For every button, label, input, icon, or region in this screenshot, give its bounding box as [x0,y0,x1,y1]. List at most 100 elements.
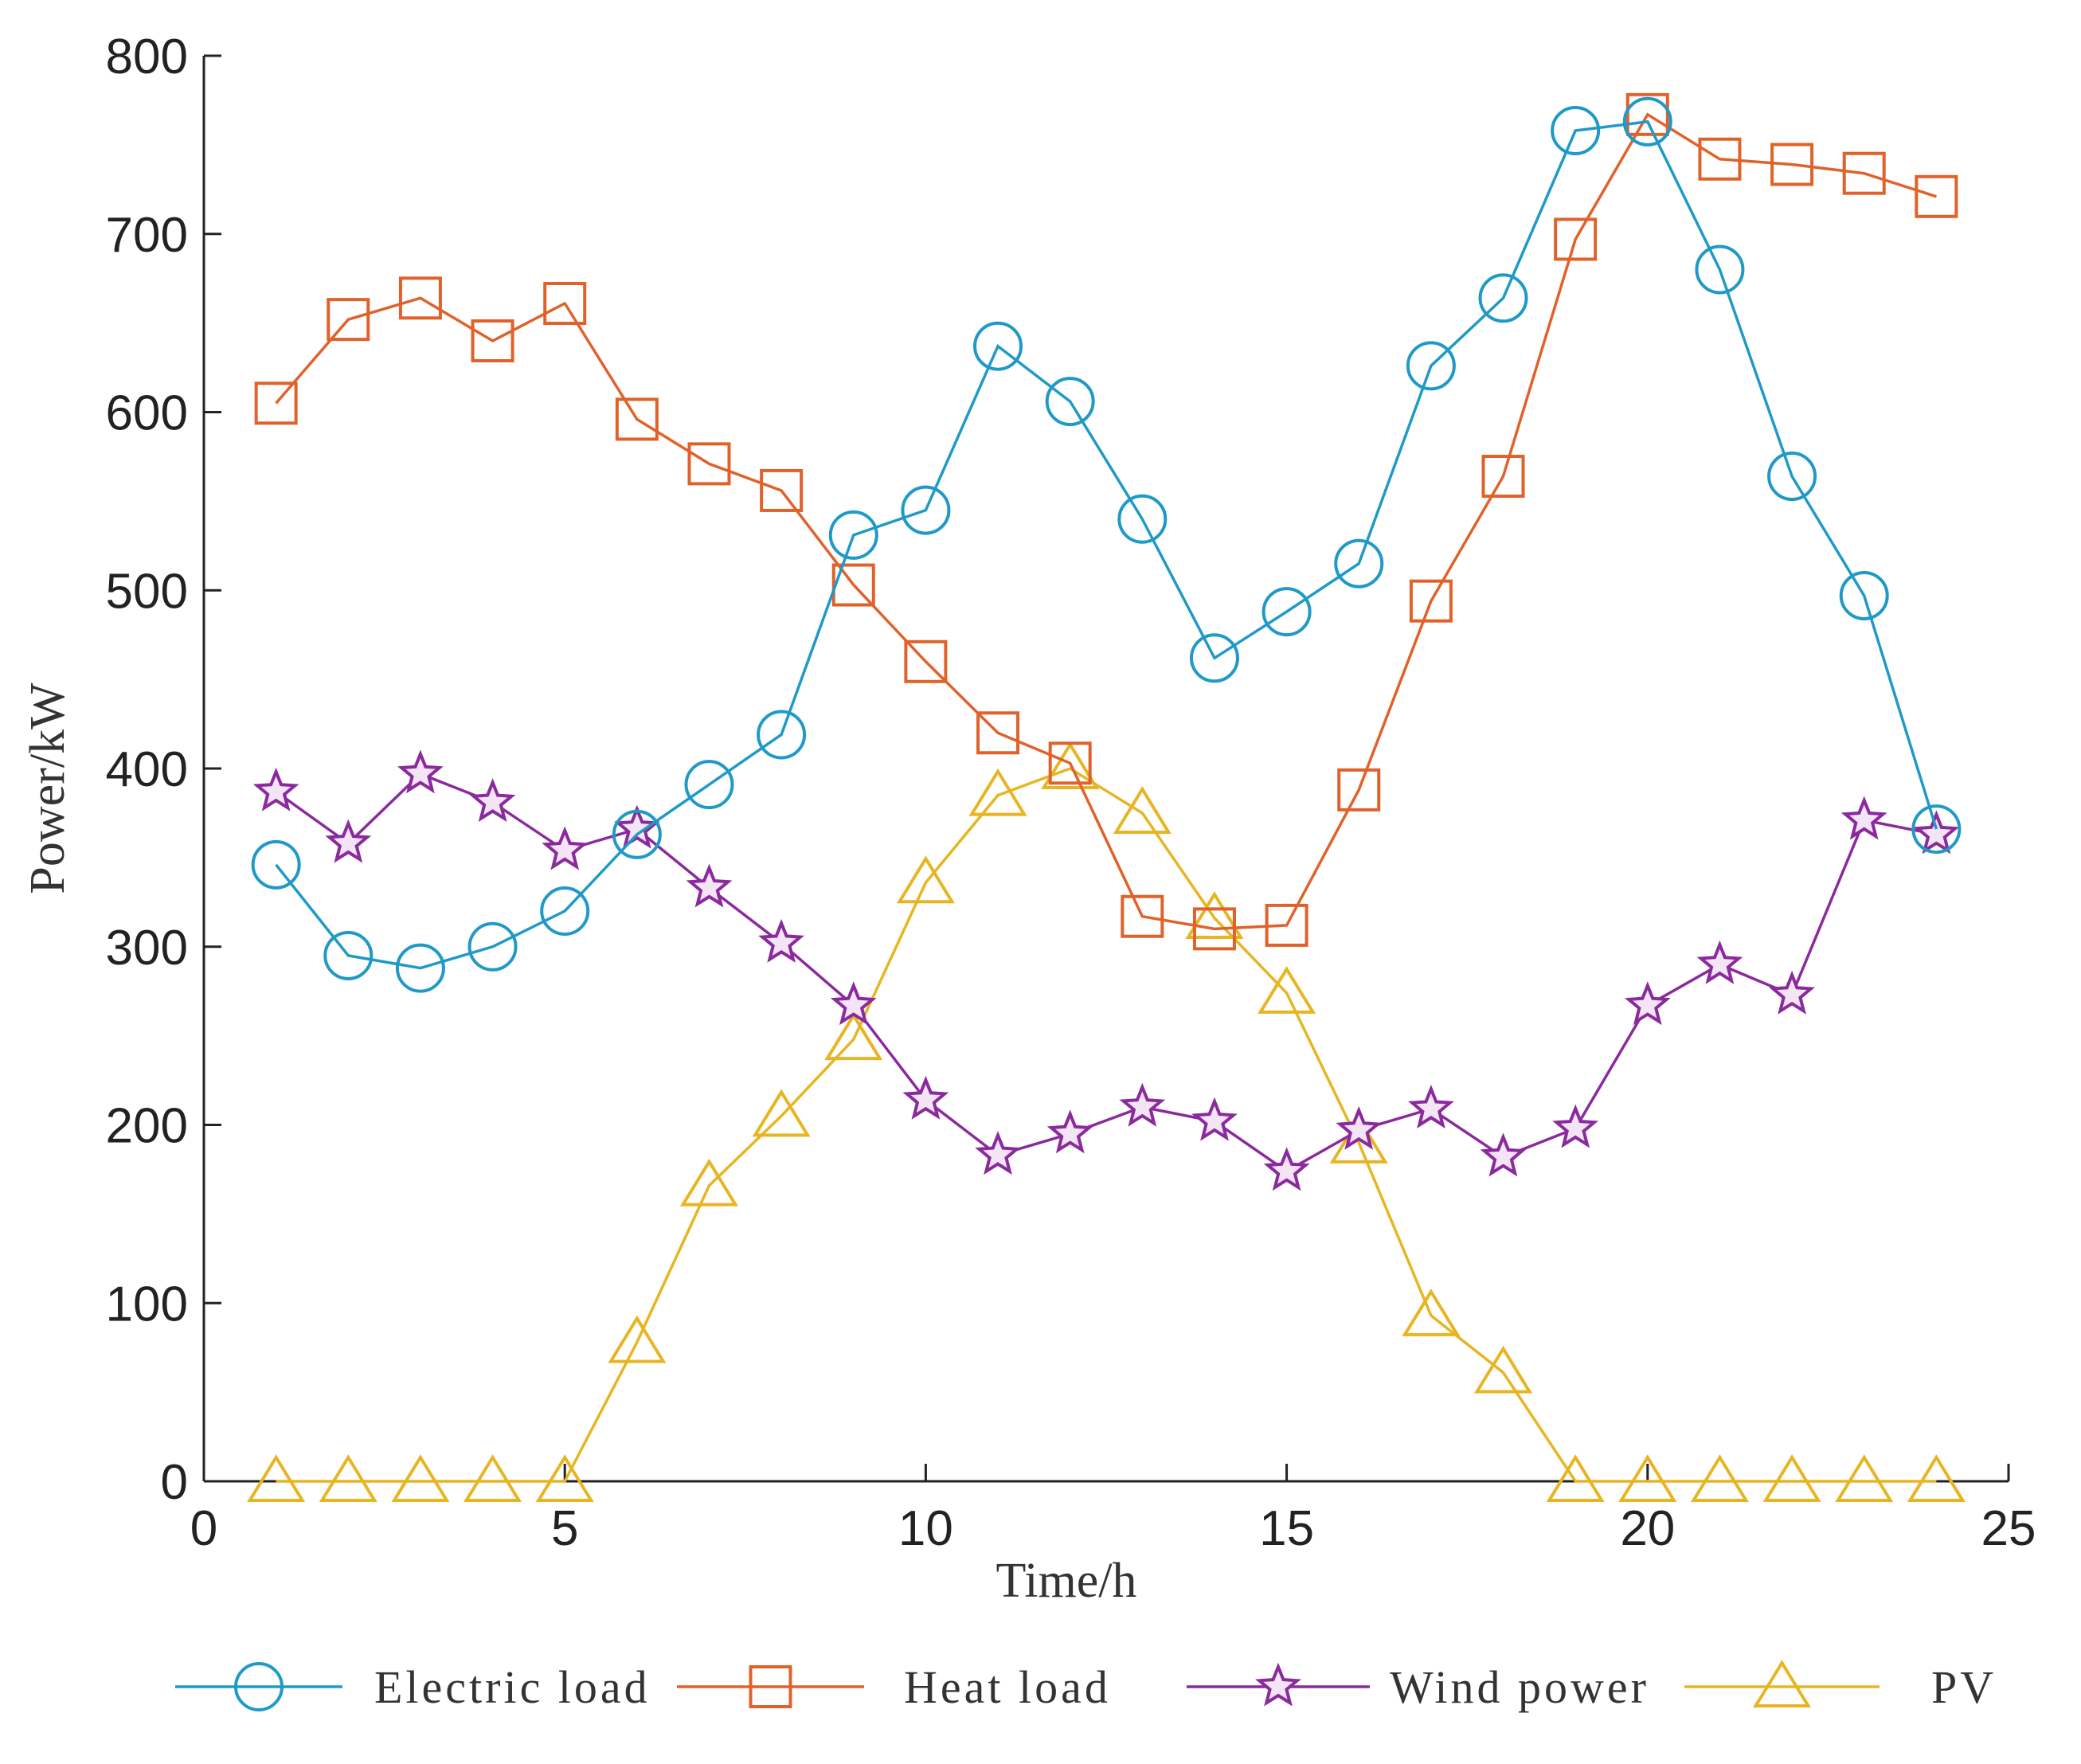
wind-power-point [686,863,733,908]
heat-load-point [1554,217,1598,261]
series-electric-load [251,96,1962,993]
heat-load-point [398,276,442,320]
electric-load-point [1911,804,1962,855]
y-tick-label: 800 [106,29,188,84]
legend-marker [749,1665,792,1708]
wind-power-line [275,772,1937,1173]
electric-load-point [1767,452,1817,502]
y-tick-label: 700 [106,208,188,263]
heat-load-point [615,397,659,441]
legend: Electric load Heat load Wind power PV [175,1660,1997,1713]
wind-power-point [1624,981,1671,1026]
wind-power-point [1046,1109,1093,1154]
electric-load-point [684,760,734,810]
electric-load-point [757,710,807,760]
electric-load-line [275,119,1938,970]
legend-item-electric-load: Electric load [175,1661,651,1713]
heat-load-point [1121,894,1164,938]
heat-load-point [1192,907,1236,951]
series-wind-power [252,749,1960,1191]
wind-power-point [252,767,299,812]
heat-load-point [831,563,875,607]
series-pv [247,741,1966,1502]
heat-load-point [1048,741,1092,785]
electric-load-point [828,510,878,560]
pv-point [1258,966,1316,1014]
heat-load-point [254,381,298,425]
wind-power-point [1263,1147,1310,1191]
wind-power-point [758,918,804,963]
heat-load-point [1842,151,1886,195]
electric-load-point [1478,273,1528,323]
x-tick-label: 20 [1620,1501,1675,1556]
pv-point [463,1454,522,1502]
legend-marker [1752,1660,1812,1707]
wind-power-point [1119,1082,1166,1127]
x-tick-label: 10 [898,1501,953,1556]
wind-power-point [1408,1085,1454,1128]
wind-power-point [1913,810,1960,855]
wind-power-point [830,981,877,1026]
y-axis-label: Power/kW [21,683,75,894]
electric-load-point [467,921,518,972]
pv-point [752,1089,811,1137]
wind-power-point [325,819,372,863]
axes: 0 5 10 15 20 25 0 100 200 300 400 500 600 700 800 [106,29,2036,1556]
electric-load-point [1117,494,1168,544]
heat-load-point [543,282,587,326]
legend-label: Heat load [904,1661,1111,1713]
wind-power-point [397,749,444,794]
pv-point [1473,1345,1533,1394]
pv-point [824,1012,883,1061]
wind-power-point [1191,1097,1238,1141]
pv-point [247,1454,306,1502]
electric-load-point [323,930,374,980]
legend-marker [234,1662,284,1711]
heat-load-point [1265,903,1308,947]
pv-point [1835,1454,1894,1502]
heat-load-point [1915,174,1958,218]
pv-point [679,1158,739,1207]
pv-point [1041,741,1100,789]
heat-load-point [1337,768,1381,812]
heat-load-point [1409,579,1453,623]
heat-load-point [327,298,370,342]
x-tick-label: 5 [551,1501,578,1556]
pv-point [1762,1454,1821,1502]
y-tick-label: 0 [161,1455,188,1510]
electric-load-point [540,886,590,936]
x-axis-label: Time/h [996,1554,1137,1608]
x-tick-label: 0 [190,1501,217,1556]
pv-point [968,768,1027,816]
pv-point [1402,1289,1461,1336]
legend-item-heat-load: Heat load [677,1661,1111,1713]
electric-load-point [251,839,301,890]
legend-label: Wind power [1390,1661,1649,1713]
pv-point [535,1454,594,1502]
legend-label: PV [1931,1661,1997,1713]
y-tick-label: 400 [106,742,188,797]
y-tick-label: 200 [106,1099,188,1154]
y-tick-label: 300 [106,921,188,976]
electric-load-point [1839,570,1889,620]
wind-power-point [1696,940,1743,984]
pv-point [1546,1454,1605,1502]
wind-power-point [902,1075,949,1120]
electric-load-point [395,943,445,993]
pv-point [1185,891,1244,939]
heat-load-point [471,319,514,362]
wind-power-point [1769,970,1816,1015]
legend-label: Electric load [374,1661,651,1713]
pv-line [276,767,1937,1483]
y-tick-label: 600 [106,386,188,441]
pv-point [1907,1454,1966,1502]
wind-power-point [542,826,589,870]
series-layer [247,92,1966,1502]
electric-load-point [1622,96,1672,147]
electric-load-point [973,321,1023,371]
legend-item-pv: PV [1684,1660,1997,1713]
electric-load-point [1551,105,1601,155]
wind-power-point [1336,1105,1383,1150]
electric-load-point [1045,377,1095,427]
